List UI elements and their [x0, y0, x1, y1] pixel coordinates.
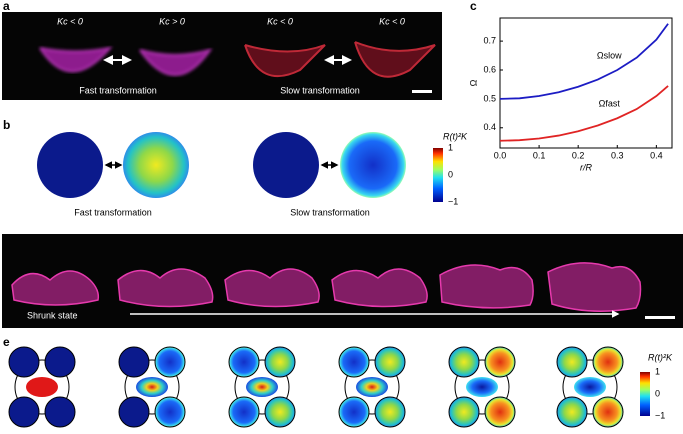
series-label: Ωslow	[597, 50, 622, 60]
curvature-label: Kc < 0	[267, 16, 293, 26]
x-tick-label: 0.3	[611, 150, 624, 160]
colorbar-title: R(t)²K	[443, 131, 468, 141]
chart: 0.0 0.1 0.2 0.3 0.4 0.4 0.5 0.6 0.7 r/R Ω Ωslow Ωfas…	[468, 17, 673, 172]
panel-letter: c	[470, 0, 477, 13]
x-axis-label: r/R	[580, 162, 592, 172]
disk	[340, 132, 406, 198]
y-tick-label: 0.6	[483, 64, 496, 74]
disk	[253, 132, 319, 198]
caption: Shrunk state	[27, 310, 78, 320]
y-tick-label: 0.4	[483, 122, 496, 132]
panel-letter: e	[3, 335, 10, 349]
y-tick-label: 0.7	[483, 35, 496, 45]
series-label: Ωfast	[599, 99, 621, 109]
x-tick-label: 0.2	[572, 150, 585, 160]
scale-bar	[645, 316, 675, 319]
colorbar-tick: 1	[655, 366, 660, 376]
caption: Fast transformation	[74, 207, 152, 217]
disk	[37, 132, 103, 198]
y-tick-label: 0.5	[483, 93, 496, 103]
colorbar	[433, 148, 443, 202]
scale-bar	[412, 90, 432, 93]
colorbar-tick: 0	[448, 169, 453, 179]
caption: Slow transformation	[290, 207, 370, 217]
colorbar-tick: 1	[448, 142, 453, 152]
colorbar-tick: 0	[655, 388, 660, 398]
sample-shapes	[11, 262, 642, 312]
diagrams	[8, 346, 624, 428]
sample-shapes	[39, 41, 436, 78]
plot-frame	[499, 17, 673, 149]
x-tick-label: 0.0	[494, 150, 507, 160]
panel-letter: a	[3, 0, 10, 13]
colorbar-tick: −1	[448, 196, 458, 206]
x-tick-label: 0.4	[650, 150, 663, 160]
curvature-label: Kc < 0	[57, 16, 83, 26]
series-line	[499, 23, 669, 100]
colorbar-tick: −1	[655, 410, 665, 420]
y-axis-label: Ω	[468, 79, 478, 86]
panel-letter: b	[3, 118, 10, 132]
x-tick-label: 0.1	[533, 150, 546, 160]
series-line	[499, 85, 669, 142]
curvature-label: Kc < 0	[379, 16, 405, 26]
colorbar	[640, 372, 650, 416]
caption: Slow transformation	[280, 85, 360, 95]
colorbar-title: R(t)²K	[648, 352, 673, 362]
caption: Fast transformation	[79, 85, 157, 95]
curvature-label: Kc > 0	[159, 16, 185, 26]
disk	[123, 132, 189, 198]
